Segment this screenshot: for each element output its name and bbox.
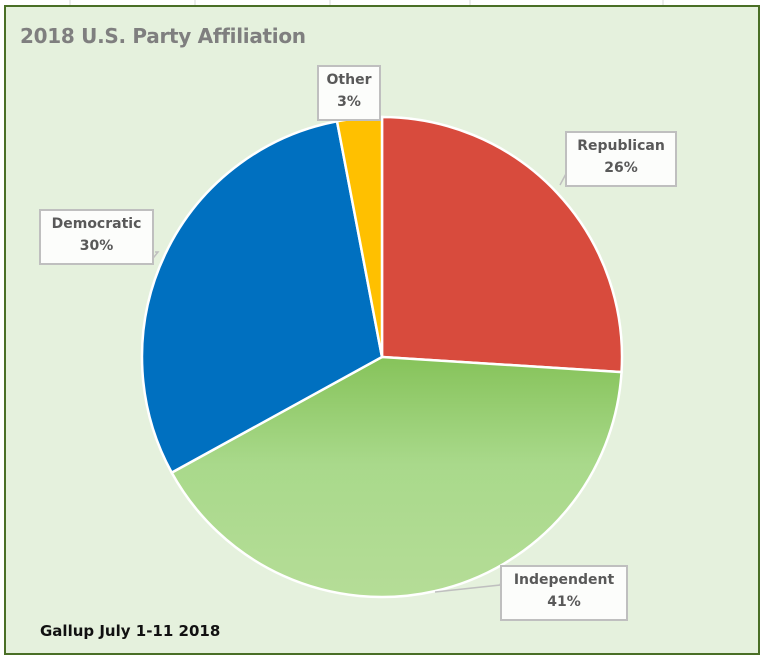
label-category: Democratic <box>51 216 142 232</box>
data-label-other: Other 3% <box>317 65 381 121</box>
label-value: 41% <box>547 594 581 610</box>
label-value: 30% <box>79 238 114 254</box>
label-value: 26% <box>604 160 638 176</box>
data-label-republican: Republican 26% <box>565 131 677 187</box>
label-category: Republican <box>577 138 665 154</box>
data-label-independent: Independent 41% <box>500 565 628 621</box>
label-value: 3% <box>337 94 361 110</box>
data-label-democratic: Democratic 30% <box>39 209 154 265</box>
chart-title: 2018 U.S. Party Affiliation <box>20 24 306 48</box>
label-category: Independent <box>513 572 615 588</box>
pie-slice-republican[interactable] <box>380 115 624 374</box>
source-note: Gallup July 1-11 2018 <box>40 622 221 640</box>
label-category: Other <box>326 72 372 88</box>
pie-slice-independent[interactable] <box>169 355 623 599</box>
pie-slice-democratic[interactable] <box>140 119 384 475</box>
